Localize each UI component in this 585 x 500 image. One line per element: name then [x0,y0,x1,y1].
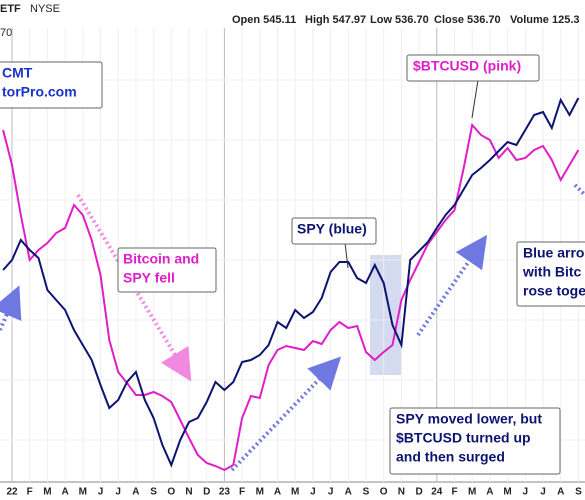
sub-label: 70 [0,27,12,39]
x-tick-label: A [274,487,281,498]
annotation-text: $BTCUSD (pink) [413,58,521,74]
x-tick-label: M [291,487,299,498]
x-tick-label: J [540,487,546,498]
x-tick-label: A [345,487,352,498]
quote-field: Close 536.70 [434,14,501,26]
x-tick-label: M [43,487,51,498]
quote-field: Volume 125.3 [510,14,580,26]
symbol: ETF [0,3,21,15]
series-lines [2,97,580,472]
x-tick-label: S [363,487,370,498]
x-tick-label: D [415,487,422,498]
series-line [2,122,580,472]
annotation-text: with Bitc [522,264,582,280]
x-tick-label: J [310,487,316,498]
x-tick-label: M [79,487,87,498]
annotation-text: SPY fell [123,270,175,286]
quote-field: High 547.97 [305,14,366,26]
quote-field: Open 545.11 [232,14,296,26]
x-tick-label: J [328,487,334,498]
x-tick-label: J [523,487,529,498]
x-tick-label: A [486,487,493,498]
x-tick-label: A [132,487,139,498]
x-tick-label: A [61,487,68,498]
annotation-box [406,54,540,82]
annotation-box [291,217,377,245]
annotation-text: Bitcoin and [123,251,199,267]
x-tick-label: N [398,487,405,498]
x-tick-label: M [503,487,511,498]
annotation-box [117,247,217,293]
annotations: CMT torPro.com $BTCUSD (pink) SPY (blue) Bit… [0,54,585,475]
series-line [2,97,580,468]
x-tick-label: F [451,487,457,498]
x-tick-label: S [575,487,582,498]
x-tick-label: 22 [6,487,18,498]
x-tick-label: J [115,487,121,498]
x-tick-label: O [380,487,388,498]
x-tick-label: J [98,487,104,498]
x-tick-label: N [185,487,192,498]
arrow [230,356,342,472]
annotation-text: and then surged [396,449,505,465]
x-tick-label: 23 [219,487,231,498]
x-tick-label: F [239,487,245,498]
arrow [573,183,585,197]
annotation-box [516,241,585,307]
x-tick-label: S [150,487,157,498]
annotation-text: torPro.com [2,84,77,100]
annotation-text: rose toge [523,283,585,299]
x-tick-label: 24 [431,487,443,498]
x-tick-label: A [557,487,564,498]
callout-line [344,242,349,269]
x-tick-label: M [256,487,264,498]
annotation-text: CMT [2,65,33,81]
x-tick-label: O [167,487,175,498]
annotation-text: SPY (blue) [297,221,367,237]
annotation-text: Blue arro [523,245,584,261]
annotation-box [389,407,561,475]
x-tick-label: M [468,487,476,498]
arrow [0,285,22,331]
annotation-box [0,61,103,109]
quote-field: Low 536.70 [370,14,429,26]
highlight-region [370,255,401,375]
exchange: NYSE [30,3,60,15]
x-tick-label: D [203,487,210,498]
x-tick-label: F [27,487,33,498]
callout-line [471,79,479,119]
annotation-text: SPY moved lower, but [396,411,542,427]
annotation-text: $BTCUSD turned up [396,430,531,446]
